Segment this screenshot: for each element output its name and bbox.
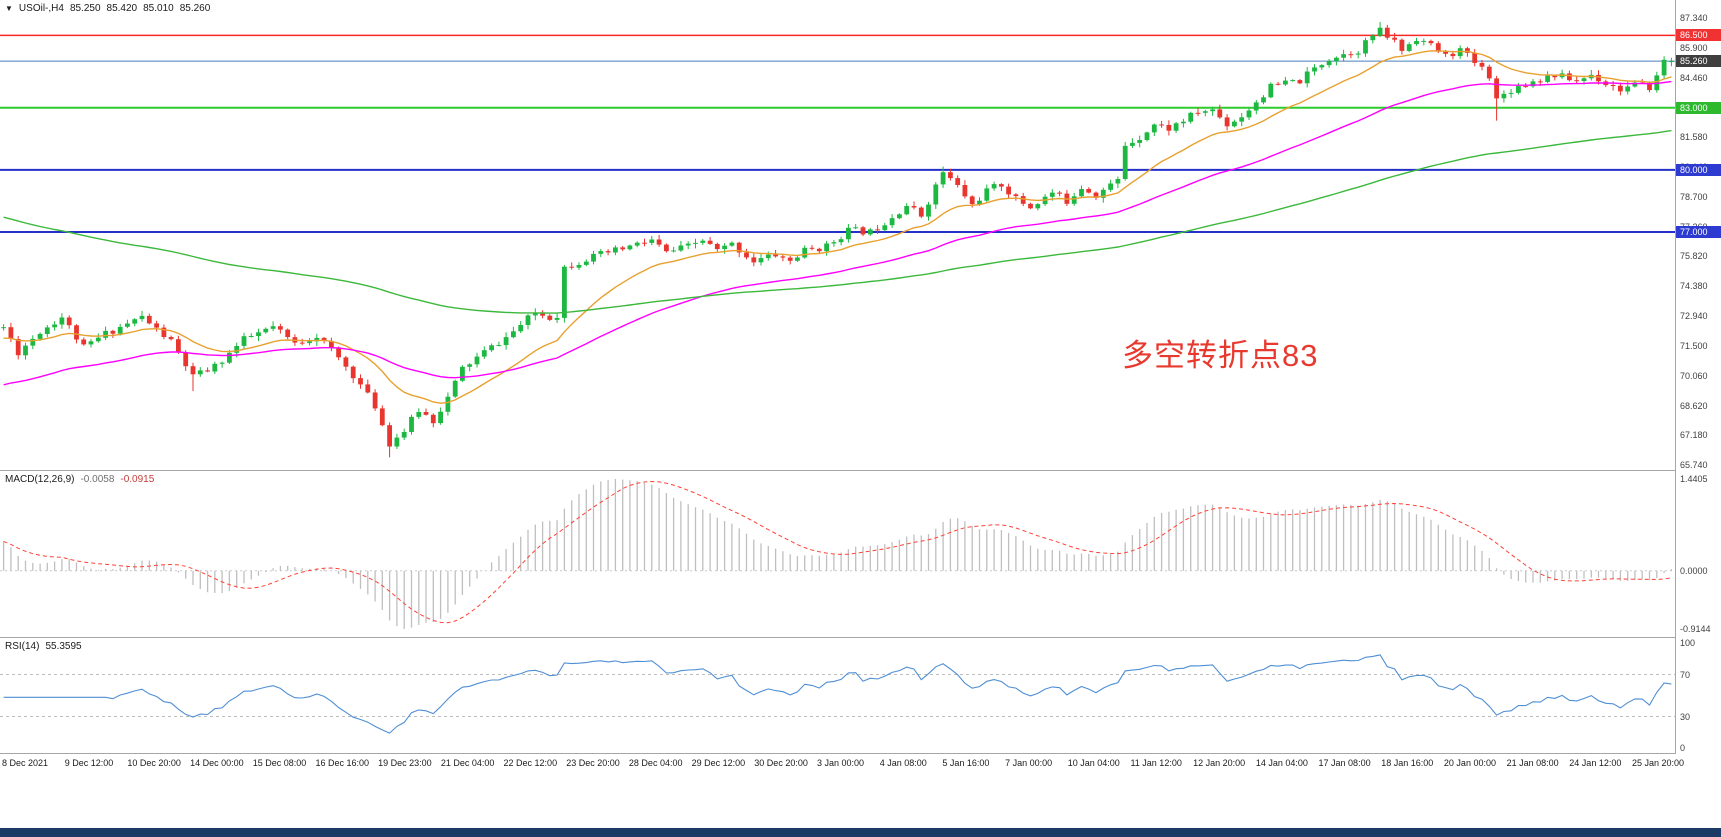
time-axis-label: 30 Dec 20:00 xyxy=(754,758,808,768)
time-axis-label: 25 Jan 20:00 xyxy=(1632,758,1685,768)
axis-tick-label: 75.820 xyxy=(1680,251,1708,261)
time-axis-label: 12 Jan 20:00 xyxy=(1193,758,1246,768)
time-axis-label: 10 Jan 04:00 xyxy=(1067,758,1120,768)
panel-separator[interactable] xyxy=(0,470,1721,471)
time-axis-label: 5 Jan 16:00 xyxy=(942,758,990,768)
time-axis-label: 14 Dec 00:00 xyxy=(190,758,244,768)
price-panel[interactable]: ▼ USOil-,H4 85.250 85.420 85.010 85.260 … xyxy=(0,0,1675,470)
time-axis[interactable]: 8 Dec 2021 9 Dec 12:00 10 Dec 20:00 14 Dec … xyxy=(0,755,1684,775)
price-level-badge: 77.000 xyxy=(1676,226,1721,238)
price-chart-canvas[interactable] xyxy=(0,0,1675,470)
time-axis-label: 14 Jan 04:00 xyxy=(1255,758,1308,768)
price-level-badge: 86.500 xyxy=(1676,29,1721,41)
price-level-badge: 80.000 xyxy=(1676,164,1721,176)
rsi-axis-label: 70 xyxy=(1680,670,1691,680)
time-axis-label: 22 Dec 12:00 xyxy=(503,758,558,768)
time-axis-label: 24 Jan 12:00 xyxy=(1569,758,1622,768)
bottom-bar xyxy=(0,828,1721,837)
macd-main-value: -0.0058 xyxy=(80,474,115,485)
time-axis-label: 9 Dec 12:00 xyxy=(64,758,114,768)
axis-tick-label: 72.940 xyxy=(1680,311,1708,321)
time-axis-label: 17 Jan 08:00 xyxy=(1318,758,1371,768)
ohlc-low-value: 85.010 xyxy=(143,3,174,14)
rsi-value: 55.3595 xyxy=(45,641,82,652)
axis-tick-label: 70.060 xyxy=(1680,371,1708,381)
rsi-label: RSI(14) xyxy=(5,641,40,652)
time-axis-label: 18 Jan 16:00 xyxy=(1381,758,1434,768)
time-axis-label: 29 Dec 12:00 xyxy=(691,758,746,768)
chart-legend: ▼ USOil-,H4 85.250 85.420 85.010 85.260 xyxy=(5,3,210,15)
axis-tick-label: 74.380 xyxy=(1680,281,1708,291)
axis-tick-label: 65.740 xyxy=(1680,460,1708,470)
price-level-badge: 83.000 xyxy=(1676,102,1721,114)
symbol-marker-icon: ▼ xyxy=(5,4,13,13)
macd-signal-value: -0.0915 xyxy=(120,474,155,485)
time-axis-label: 23 Dec 20:00 xyxy=(566,758,620,768)
rsi-panel[interactable]: RSI(14) 55.3595 xyxy=(0,638,1675,753)
axis-tick-label: 78.700 xyxy=(1680,192,1708,202)
symbol-timeframe-label: USOil-,H4 xyxy=(18,3,64,14)
axis-tick-label: 84.460 xyxy=(1680,73,1708,83)
rsi-axis-label: 30 xyxy=(1680,712,1691,722)
time-axis-label: 7 Jan 00:00 xyxy=(1005,758,1053,768)
time-axis-label: 16 Dec 16:00 xyxy=(315,758,369,768)
axis-tick-label: 87.340 xyxy=(1680,13,1708,23)
macd-canvas[interactable] xyxy=(0,471,1675,637)
macd-legend: MACD(12,26,9) -0.0058 -0.0915 xyxy=(5,474,154,485)
axis-tick-label: 71.500 xyxy=(1680,341,1708,351)
macd-axis-min: -0.9144 xyxy=(1680,624,1711,634)
time-axis-label: 21 Jan 08:00 xyxy=(1506,758,1559,768)
rsi-canvas[interactable] xyxy=(0,638,1675,753)
time-axis-label: 3 Jan 00:00 xyxy=(817,758,865,768)
panel-separator[interactable] xyxy=(0,637,1721,638)
time-axis-label: 11 Jan 12:00 xyxy=(1130,758,1182,768)
rsi-axis-label: 100 xyxy=(1680,638,1696,648)
time-axis-label: 10 Dec 20:00 xyxy=(127,758,181,768)
price-axis-separator xyxy=(1675,0,1676,754)
time-axis-label: 19 Dec 23:00 xyxy=(378,758,432,768)
macd-axis-max: 1.4405 xyxy=(1680,474,1708,484)
time-axis-label: 20 Jan 00:00 xyxy=(1443,758,1496,768)
time-axis-label: 15 Dec 08:00 xyxy=(252,758,307,768)
ohlc-high-value: 85.420 xyxy=(106,3,138,14)
rsi-axis-label: 0 xyxy=(1680,743,1686,753)
axis-tick-label: 85.900 xyxy=(1680,43,1708,53)
time-axis-label: 4 Jan 08:00 xyxy=(879,758,927,768)
annotation-text: 多空转折点83 xyxy=(1122,338,1319,373)
ohlc-close-value: 85.260 xyxy=(179,3,211,14)
axis-tick-label: 81.580 xyxy=(1680,132,1708,142)
macd-panel[interactable]: MACD(12,26,9) -0.0058 -0.0915 xyxy=(0,471,1675,637)
price-level-badge: 85.260 xyxy=(1676,55,1721,67)
price-axis[interactable]: 87.34085.90084.46083.02081.58080.14078.7… xyxy=(1676,0,1721,775)
macd-axis-zero: 0.0000 xyxy=(1680,566,1708,576)
axis-tick-label: 67.180 xyxy=(1680,430,1708,440)
time-axis-label: 21 Dec 04:00 xyxy=(440,758,495,768)
panel-separator xyxy=(0,753,1721,754)
macd-label: MACD(12,26,9) xyxy=(5,474,75,485)
time-axis-label: 8 Dec 2021 xyxy=(2,758,49,768)
rsi-legend: RSI(14) 55.3595 xyxy=(5,641,82,652)
time-axis-label: 28 Dec 04:00 xyxy=(628,758,683,768)
ohlc-open-value: 85.250 xyxy=(69,3,101,14)
axis-tick-label: 68.620 xyxy=(1680,401,1708,411)
